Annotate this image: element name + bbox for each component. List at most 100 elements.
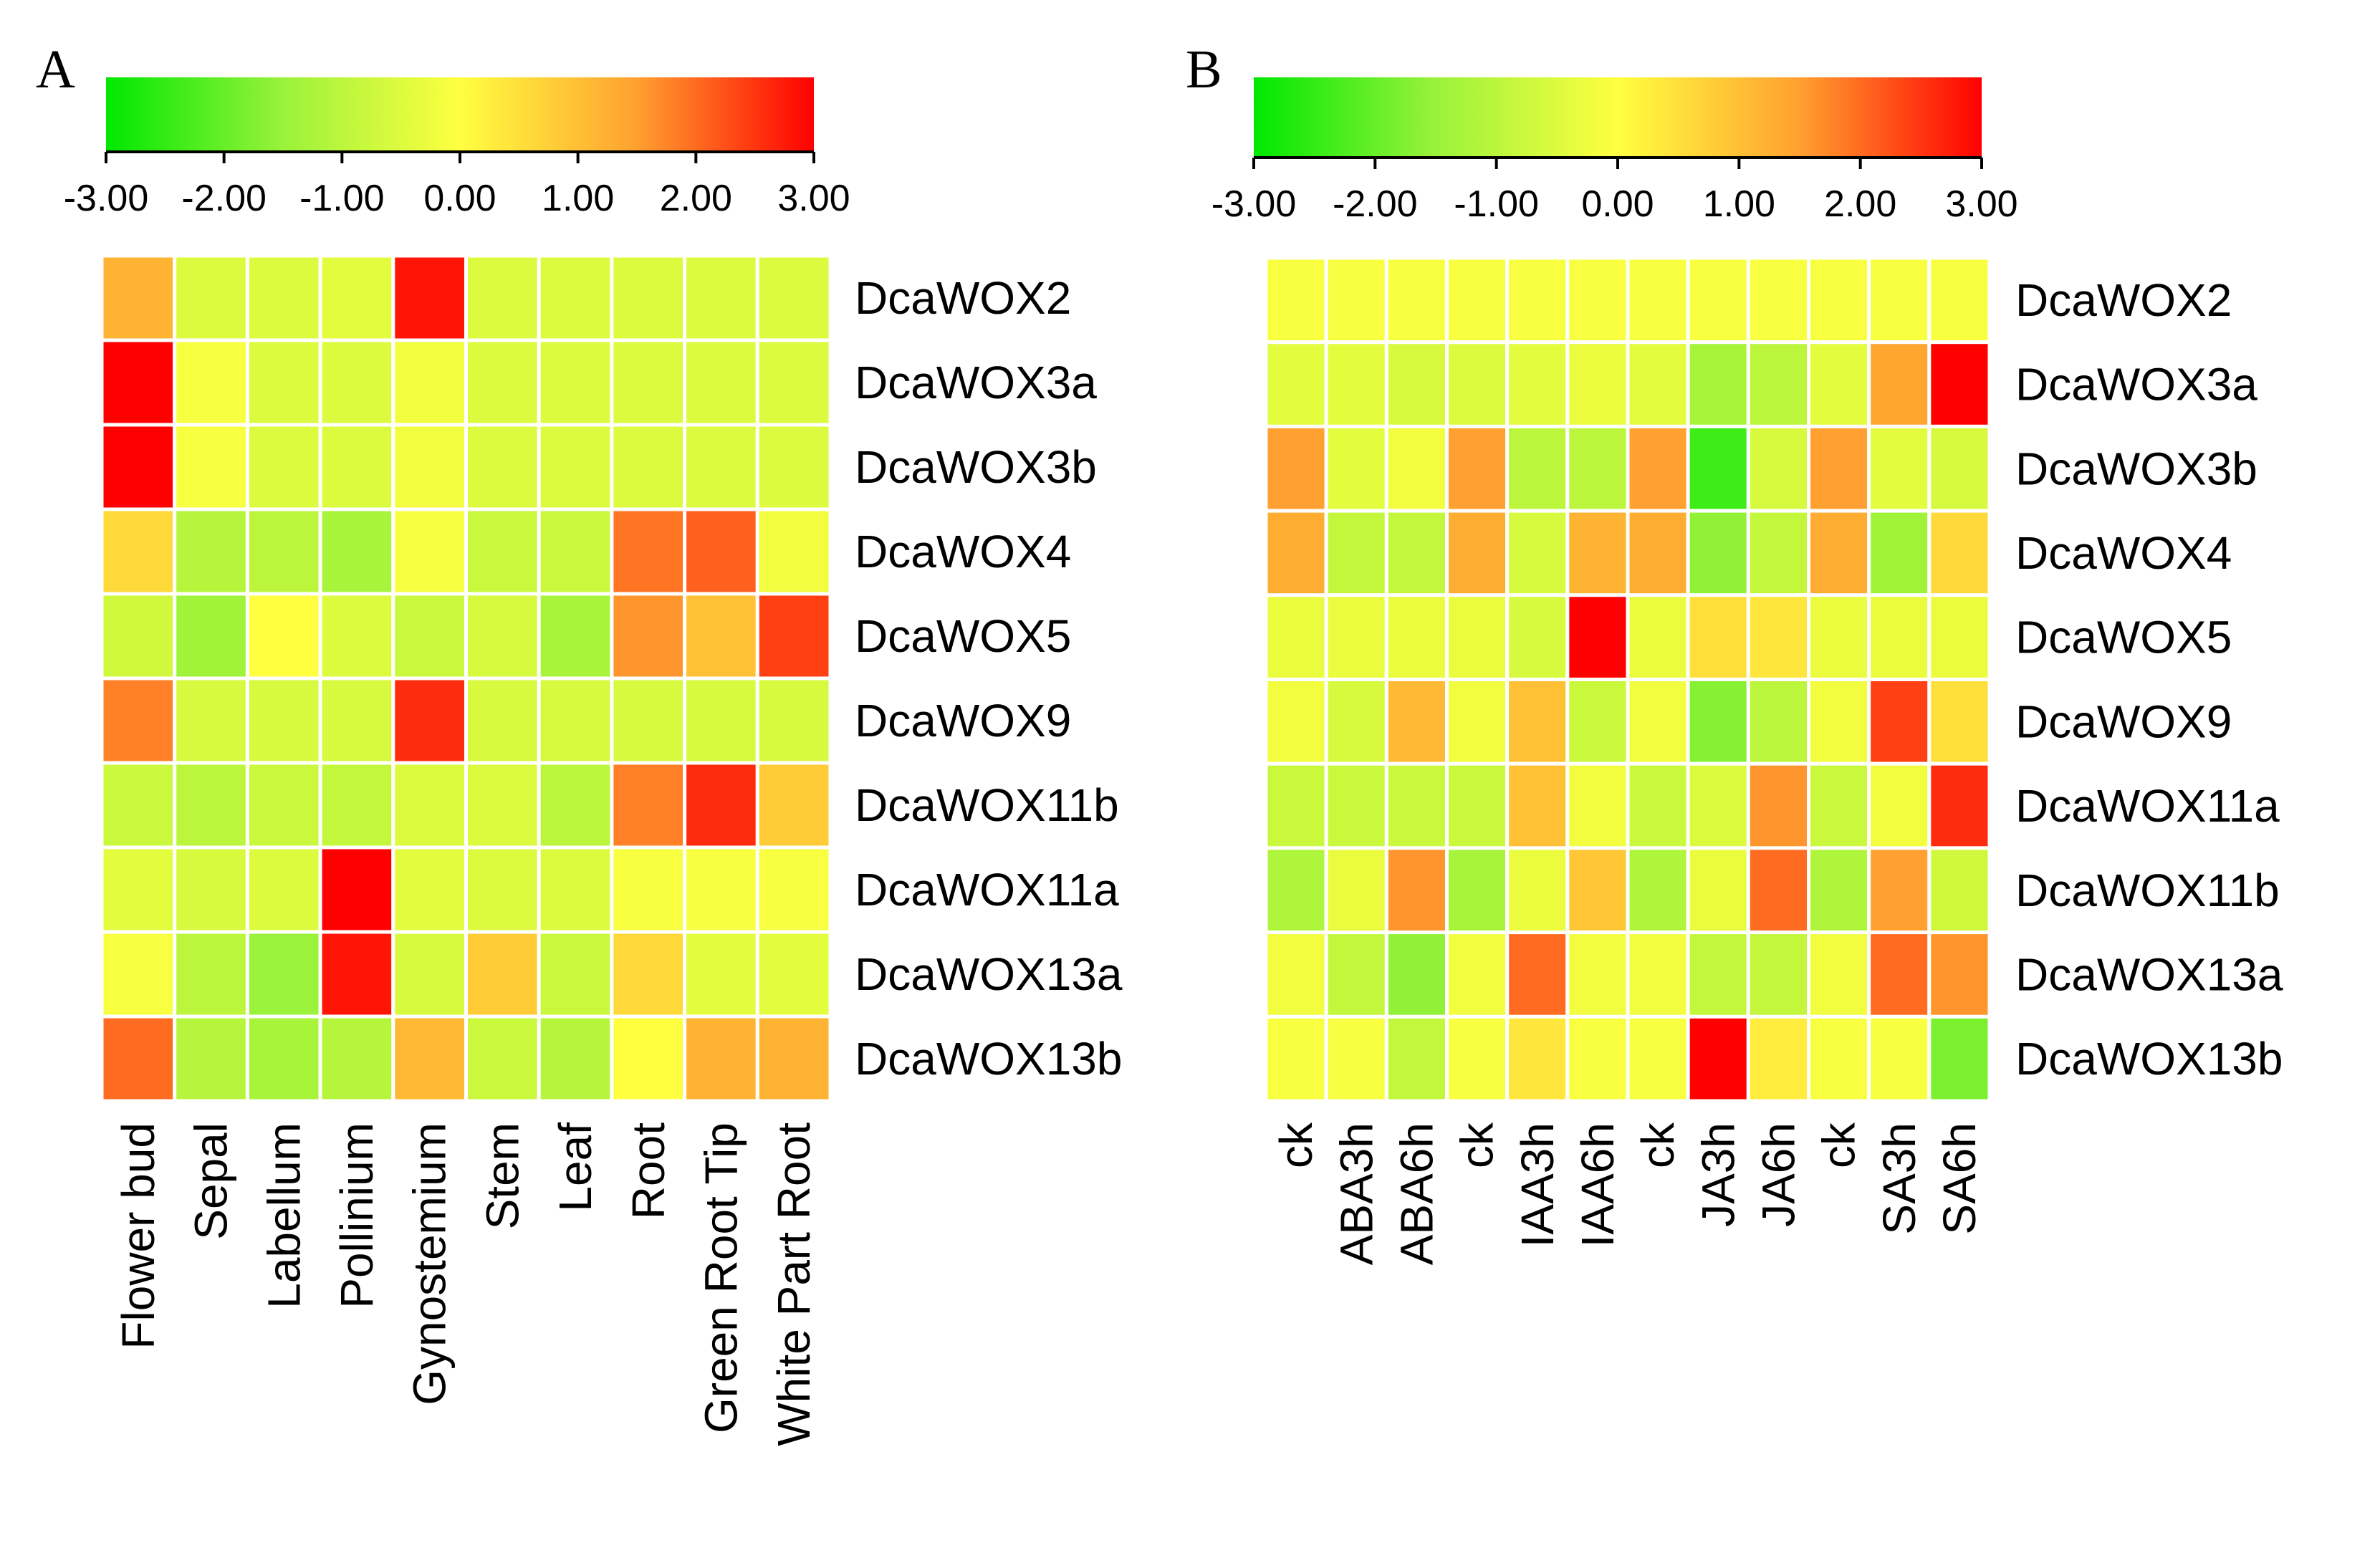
heatmap-cell [245, 845, 322, 934]
colorbar-tick-label: 3.00 [1945, 183, 2017, 225]
heatmap-cell [683, 423, 759, 511]
colorbar-tick-label: 2.00 [660, 178, 732, 219]
heatmap-cell [610, 930, 687, 1019]
heatmap-cell [173, 761, 249, 850]
heatmap-cell [318, 930, 395, 1019]
column-label: Leaf [550, 1122, 601, 1212]
heatmap-cell [1324, 256, 1388, 345]
heatmap-cell [1686, 256, 1750, 345]
heatmap-cell [683, 254, 759, 342]
colorbar-tick-label: 1.00 [542, 178, 614, 219]
heatmap-cell [318, 254, 395, 342]
heatmap-cell [1565, 1014, 1630, 1103]
heatmap-cell [1565, 340, 1630, 428]
heatmap-cell [1927, 424, 1992, 513]
heatmap-cell [1626, 761, 1690, 850]
heatmap-cell [173, 423, 249, 511]
row-label: DcaWOX11b [2015, 865, 2280, 916]
heatmap-cell [1324, 930, 1388, 1019]
colorbar-gradient [1254, 77, 1982, 158]
colorbar-tick-label: -1.00 [1454, 183, 1539, 225]
row-label: DcaWOX13a [2015, 948, 2283, 1000]
heatmap-cell [537, 1014, 614, 1103]
column-label: ck [1632, 1122, 1684, 1168]
row-label: DcaWOX3b [855, 441, 1097, 493]
column-label: SA3h [1873, 1122, 1925, 1235]
row-label: DcaWOX3a [2015, 359, 2257, 410]
heatmap-cell [683, 592, 759, 680]
heatmap-cell [1324, 340, 1388, 428]
heatmap-cell [1445, 509, 1510, 597]
row-label: DcaWOX9 [2015, 696, 2232, 747]
heatmap-cell [1505, 930, 1570, 1019]
heatmap-cell [755, 423, 832, 511]
heatmap-cell [1445, 846, 1510, 935]
colorbar-tick-label: 1.00 [1703, 183, 1775, 225]
heatmap-cell [537, 845, 614, 934]
column-label: Pollinium [331, 1122, 383, 1309]
heatmap-cell [537, 930, 614, 1019]
heatmap-cell [1807, 340, 1871, 428]
row-label: DcaWOX13b [855, 1033, 1122, 1085]
heatmap-cell [100, 1014, 177, 1103]
heatmap-cell [318, 592, 395, 680]
heatmap-cell [610, 423, 687, 511]
heatmap-cell [1686, 1014, 1750, 1103]
panel-a-colorbar: -3.00 -2.00 -1.00 0.00 1.00 2.00 3.00 [64, 77, 850, 219]
heatmap-cell [100, 338, 177, 427]
column-label: IAA3h [1512, 1122, 1563, 1247]
heatmap-cell [1927, 930, 1992, 1019]
heatmap-cell [683, 676, 759, 765]
heatmap-cell [464, 338, 541, 427]
row-label: DcaWOX5 [855, 610, 1071, 662]
heatmap-cell [1505, 340, 1570, 428]
heatmap-cell [537, 507, 614, 596]
heatmap-cell [755, 845, 832, 934]
heatmap-cell [610, 592, 687, 680]
heatmap-cell [537, 592, 614, 680]
colorbar-tick-label: -3.00 [1211, 183, 1297, 225]
heatmap-cell [1686, 761, 1750, 850]
row-label: DcaWOX11a [855, 864, 1119, 915]
heatmap-cell [318, 423, 395, 511]
column-label: Green Root Tip [695, 1122, 747, 1433]
heatmap-cell [1626, 509, 1690, 597]
heatmap-cell [1927, 678, 1992, 766]
heatmap-cell [464, 930, 541, 1019]
heatmap-cell [1324, 761, 1388, 850]
heatmap-cell [1324, 593, 1388, 681]
heatmap-cell [100, 676, 177, 765]
heatmap-cell [1384, 424, 1449, 513]
heatmap-cell [318, 845, 395, 934]
column-label: White Part Root [768, 1122, 820, 1446]
heatmap-cell [245, 930, 322, 1019]
heatmap-cell [391, 1014, 468, 1103]
column-label: Root [623, 1122, 674, 1219]
heatmap-cell [1505, 424, 1570, 513]
heatmap-cell [1807, 509, 1871, 597]
heatmap-cell [1565, 256, 1630, 345]
heatmap-cell [391, 592, 468, 680]
heatmap-cell [1384, 1014, 1449, 1103]
heatmap-cell [610, 338, 687, 427]
heatmap-cell [1927, 256, 1992, 345]
heatmap-cell [173, 676, 249, 765]
heatmap-cell [464, 592, 541, 680]
heatmap-cell [1445, 424, 1510, 513]
heatmap-cell [755, 676, 832, 765]
heatmap-cell [1686, 846, 1750, 935]
heatmap-cell [1807, 846, 1871, 935]
heatmap-cell [1445, 930, 1510, 1019]
heatmap-cell [1927, 340, 1992, 428]
heatmap-cell [1505, 761, 1570, 850]
column-label: SA6h [1934, 1122, 1985, 1235]
heatmap-cell [391, 930, 468, 1019]
heatmap-cell [1626, 593, 1690, 681]
heatmap-cell [610, 761, 687, 850]
heatmap-cell [1505, 678, 1570, 766]
heatmap-cell [1384, 930, 1449, 1019]
heatmap-cell [610, 676, 687, 765]
heatmap-cell [1264, 1014, 1328, 1103]
heatmap-cell [1626, 256, 1690, 345]
heatmap-cell [755, 507, 832, 596]
